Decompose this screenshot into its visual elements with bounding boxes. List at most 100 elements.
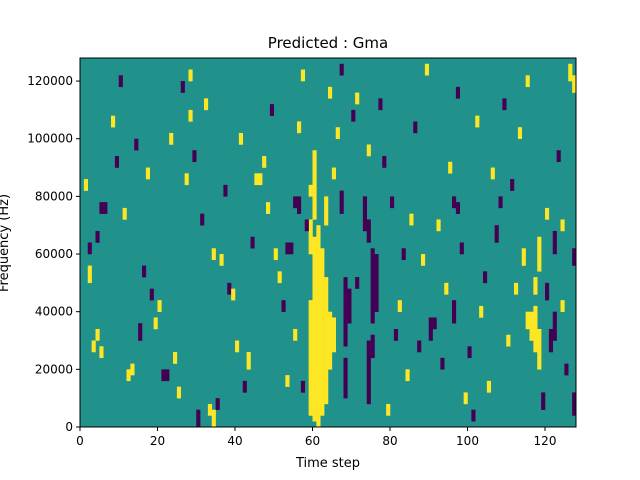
heatmap-cell [149, 288, 154, 301]
heatmap-cell [258, 173, 263, 186]
x-tick-label: 80 [382, 434, 397, 448]
heatmap-cell [215, 398, 220, 410]
heatmap-cell [448, 161, 453, 174]
heatmap-cell [285, 375, 290, 387]
heatmap-cell [308, 300, 313, 416]
heatmap-cell [211, 409, 216, 428]
heatmap-cell [355, 92, 360, 105]
heatmap-cell [370, 248, 375, 324]
heatmap-cell [459, 242, 464, 255]
heatmap-cell [382, 156, 387, 168]
heatmap-cell [471, 409, 476, 422]
y-tick-label: 100000 [27, 132, 73, 146]
heatmap-cell [386, 403, 391, 416]
heatmap-cell [475, 115, 480, 128]
heatmap-cell [277, 271, 282, 284]
heatmap-cell [207, 403, 213, 416]
heatmap-cell [142, 265, 147, 278]
heatmap-cell [463, 392, 468, 405]
heatmap-cell [312, 236, 317, 422]
heatmap-cell [339, 190, 344, 214]
heatmap-cell [366, 144, 371, 157]
y-tick-label: 40000 [35, 305, 73, 319]
heatmap-cell [204, 98, 209, 111]
heatmap-cell [560, 300, 565, 312]
heatmap-cell [374, 254, 379, 312]
heatmap-cell [339, 63, 344, 76]
heatmap-cell [161, 369, 166, 382]
heatmap-cell [421, 254, 426, 266]
heatmap-cell [145, 167, 151, 180]
heatmap-cell [479, 305, 484, 318]
heatmap-cell [525, 75, 530, 88]
y-axis-label: Frequency (Hz) [0, 194, 12, 292]
y-tick-label: 0 [65, 420, 73, 434]
heatmap-cell [122, 207, 127, 220]
heatmap-cell [556, 150, 561, 163]
heatmap-cell [506, 334, 511, 347]
heatmap-cell [254, 173, 259, 186]
heatmap-cell [312, 150, 317, 220]
heatmap-cell [572, 75, 577, 93]
heatmap-cell [521, 248, 526, 266]
heatmap-cell [343, 277, 348, 347]
heatmap-cell [99, 346, 104, 359]
heatmap-cell [413, 121, 418, 134]
heatmap-cell [99, 202, 104, 214]
x-tick-label: 100 [456, 434, 479, 448]
heatmap-cell [564, 363, 569, 376]
y-tick-label: 20000 [35, 362, 73, 376]
heatmap-cell [452, 300, 457, 324]
heatmap-cell [560, 219, 565, 232]
heatmap-cell [95, 328, 100, 341]
heatmap-cell [235, 340, 240, 353]
heatmap-cell [324, 196, 329, 226]
heatmap-cell [192, 150, 197, 163]
heatmap-cell [304, 219, 309, 232]
heatmap-cell [552, 311, 557, 341]
heatmap-cell [397, 300, 402, 312]
heatmap-cell [246, 352, 251, 370]
heatmap-cell [498, 196, 503, 209]
heatmap-cell [362, 196, 368, 232]
heatmap-cell [405, 369, 410, 382]
heatmap-cell [545, 282, 550, 301]
heatmap-cell [266, 202, 271, 214]
heatmap-cell [390, 196, 395, 209]
heatmap-cell [176, 386, 182, 399]
heatmap-cell [510, 179, 515, 191]
heatmap-cell [366, 219, 371, 243]
y-tick-label: 120000 [27, 74, 73, 88]
heatmap-cell [335, 127, 340, 139]
heatmap-cell [242, 380, 247, 393]
heatmap-cell [572, 392, 577, 416]
heatmap-cell [196, 409, 201, 428]
heatmap-cell [331, 167, 337, 180]
heatmap-cell [300, 69, 306, 82]
heatmap-cell [118, 75, 123, 88]
heatmap-cell [231, 288, 236, 301]
heatmap-cell [157, 300, 162, 312]
heatmap-cell [273, 248, 278, 261]
heatmap-cell [114, 156, 120, 168]
heatmap-cell [494, 225, 499, 243]
heatmap-cell [293, 328, 298, 341]
heatmap-cell [529, 311, 534, 341]
heatmap-cell [262, 156, 267, 168]
heatmap-cell [417, 340, 422, 353]
heatmap-cell [517, 127, 523, 139]
heatmap-cell [126, 369, 131, 382]
heatmap-cell [436, 219, 441, 232]
heatmap-cell [351, 109, 356, 122]
heatmap-cell [483, 271, 488, 284]
heatmap-cell [467, 346, 472, 359]
heatmap-cell [440, 357, 445, 370]
heatmap-cell [180, 81, 185, 93]
heatmap-cell [130, 363, 135, 376]
heatmap-cell [452, 196, 457, 209]
heatmap-cell [281, 300, 286, 312]
heatmap-cell [537, 236, 542, 272]
plot-frame [79, 57, 577, 428]
heatmap-cell [165, 369, 170, 382]
